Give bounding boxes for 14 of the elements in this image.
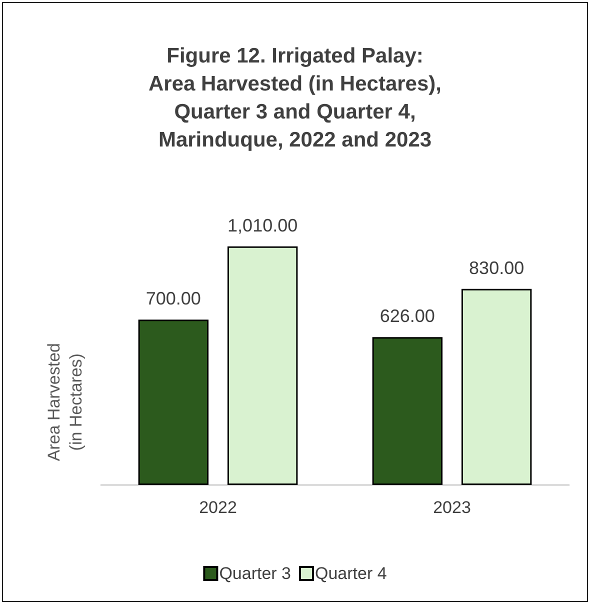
bar	[138, 320, 209, 485]
data-label: 700.00	[146, 288, 201, 309]
y-axis-title: Area Harvested (in Hectares)	[44, 342, 86, 462]
data-label: 626.00	[380, 306, 435, 326]
x-tick-label: 2022	[199, 498, 237, 517]
data-label: 1,010.00	[228, 215, 298, 236]
legend-label: Quarter 3	[219, 564, 291, 583]
x-tick-label: 2023	[433, 498, 471, 517]
bar	[372, 337, 443, 485]
bar	[227, 246, 298, 485]
legend-label: Quarter 4	[315, 564, 387, 583]
bar	[461, 288, 532, 485]
data-label: 830.00	[469, 258, 524, 278]
chart-title: Figure 12. Irrigated Palay: Area Harvested (in Hectares), Quarter 3 and Quarter 4, Marinduque, 2022 and 2023	[148, 44, 442, 152]
